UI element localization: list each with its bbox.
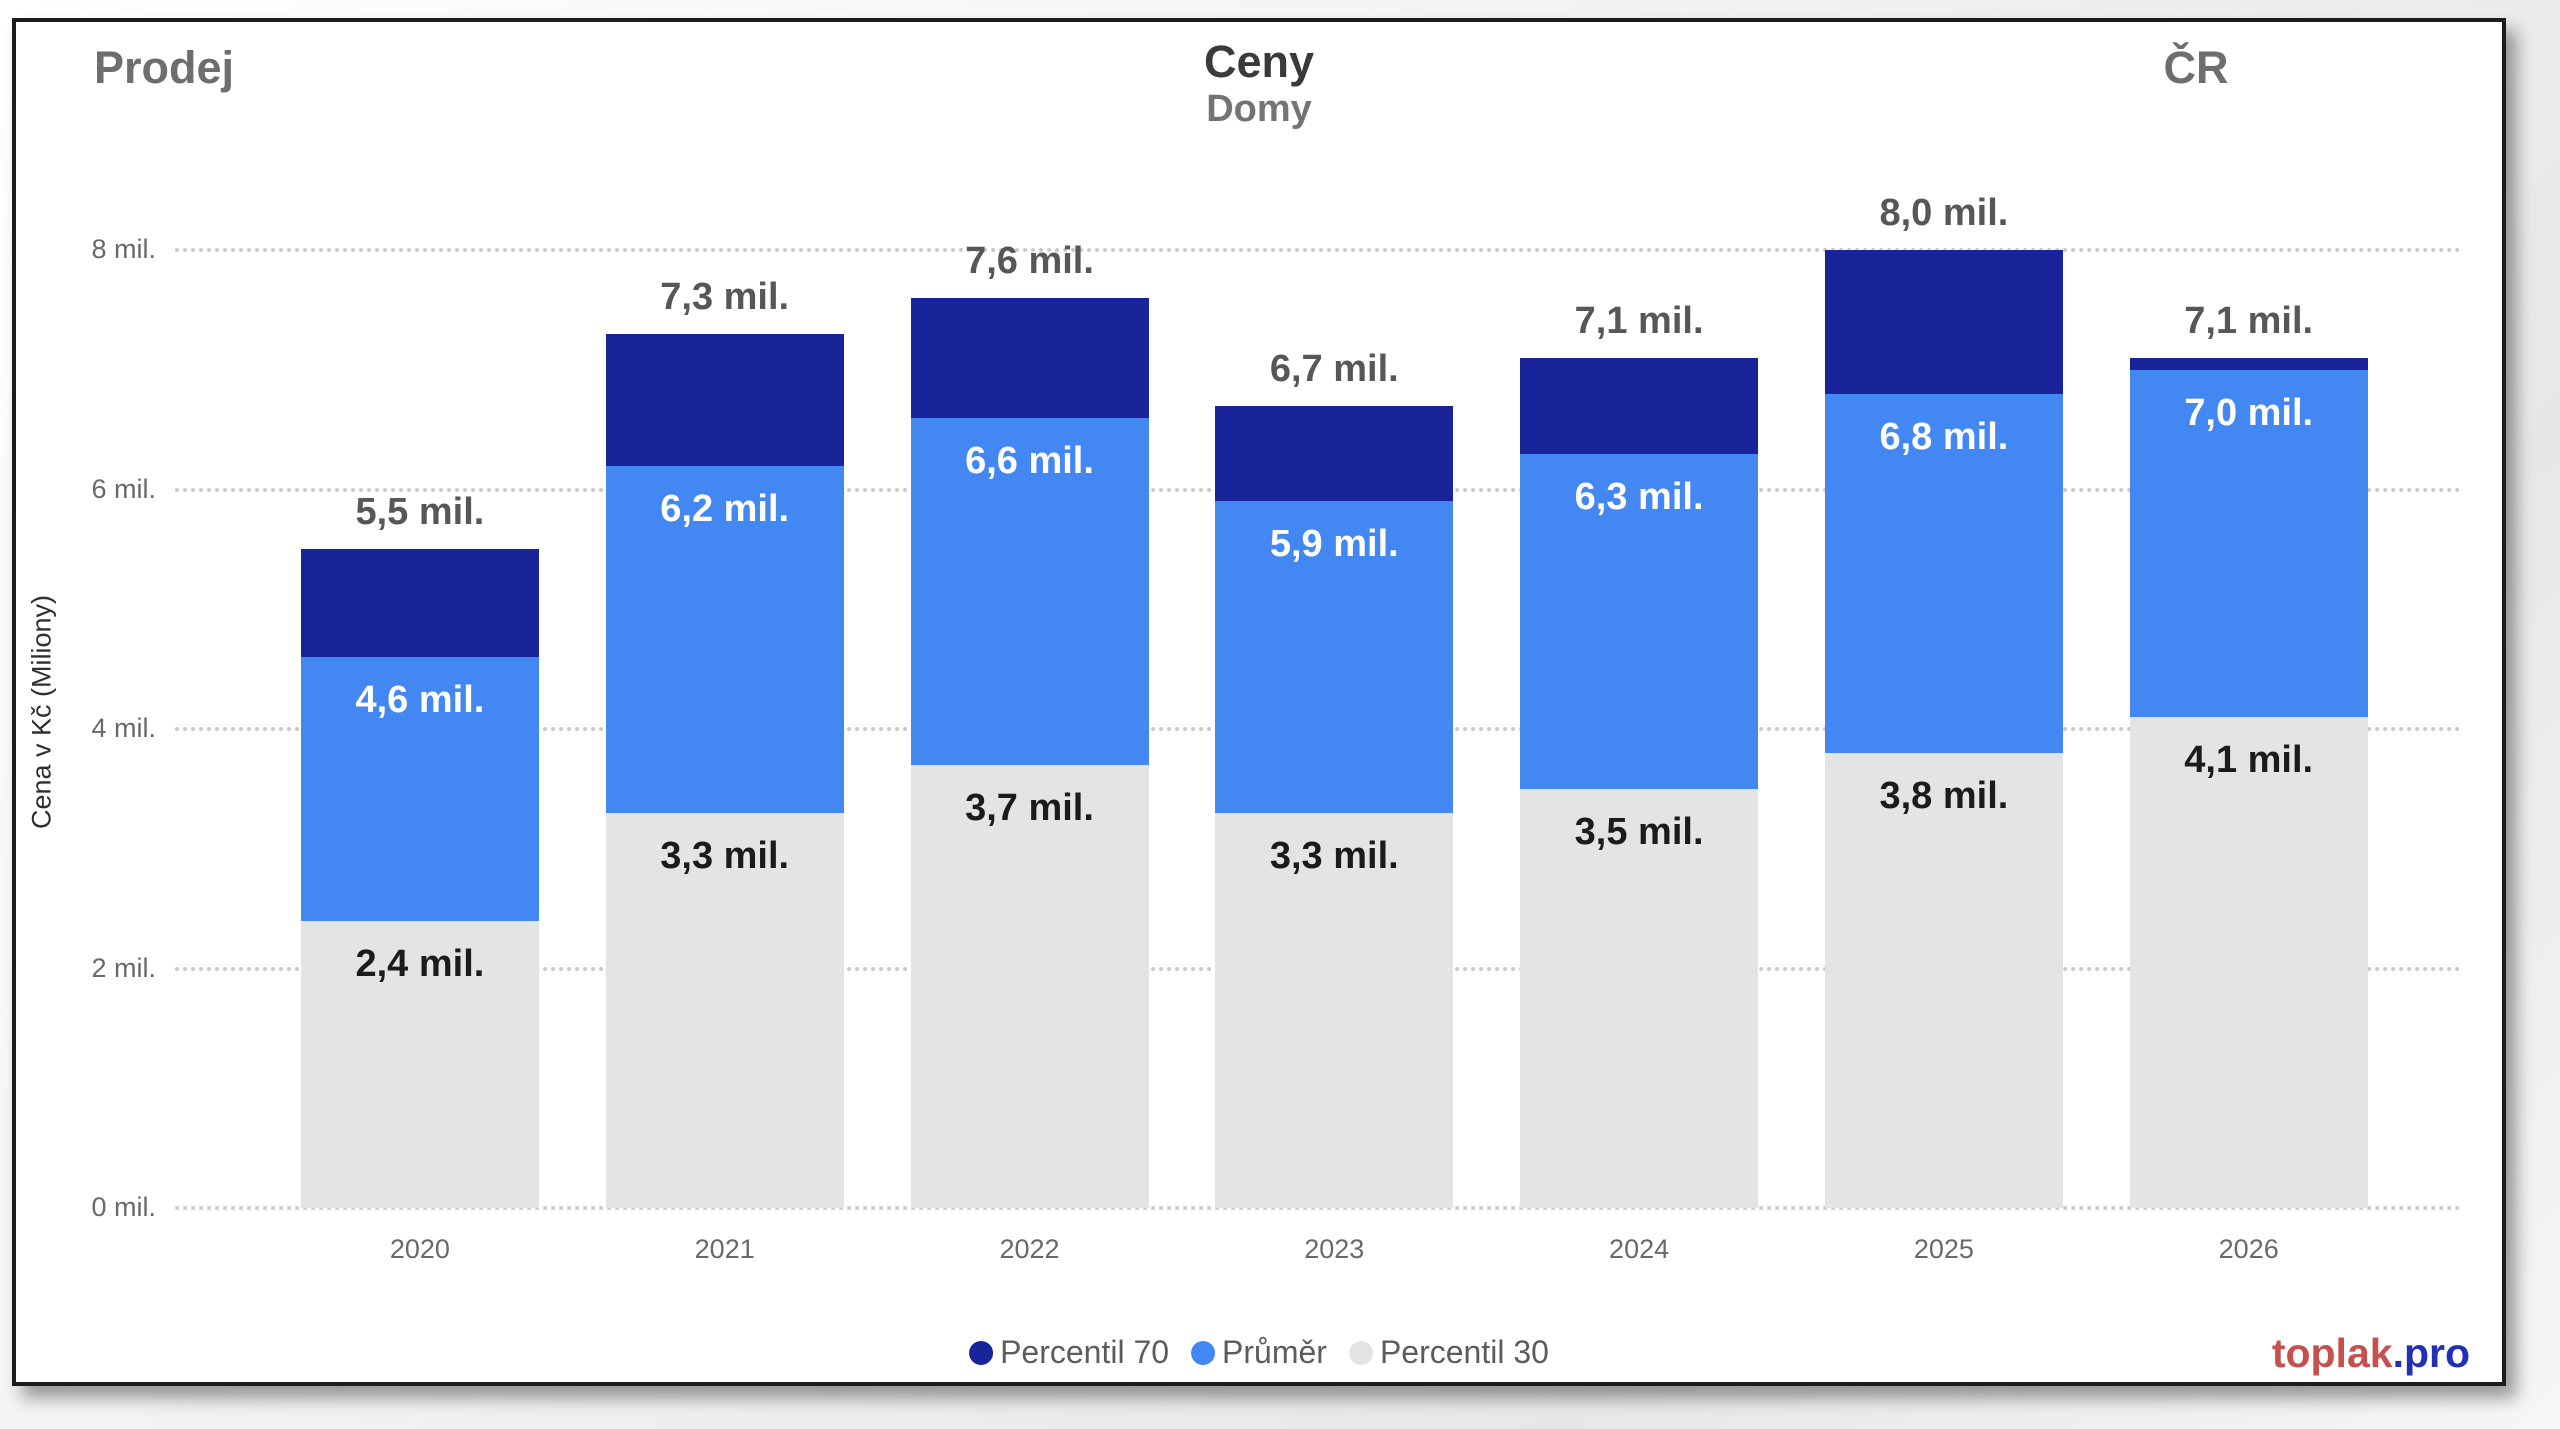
value-label-pr-m-r: 7,0 mil. xyxy=(2184,391,2314,434)
value-label-pr-m-r: 6,2 mil. xyxy=(660,487,790,530)
legend-label: Percentil 30 xyxy=(1379,1334,1549,1370)
x-tick-label-2022: 2022 xyxy=(999,1234,1060,1264)
legend-item-percentil-70[interactable]: Percentil 70 xyxy=(969,1334,1169,1371)
brand-secondary: .pro xyxy=(2392,1330,2470,1376)
y-tick-label: 0 mil. xyxy=(91,1192,156,1222)
legend-item-pr-m-r[interactable]: Průměr xyxy=(1191,1334,1327,1371)
bar-segment-percentil-30-2022[interactable] xyxy=(910,764,1149,1208)
legend-marker-icon xyxy=(969,1340,994,1365)
gridline-0-mil xyxy=(175,1206,2462,1210)
value-label-percentil-70: 6,7 mil. xyxy=(1269,347,1399,390)
y-tick-label: 8 mil. xyxy=(91,234,156,264)
value-label-percentil-30: 3,3 mil. xyxy=(660,834,790,877)
bar-segment-percentil-30-2026[interactable] xyxy=(2129,717,2368,1208)
legend-item-percentil-30[interactable]: Percentil 30 xyxy=(1348,1334,1549,1371)
value-label-percentil-70: 8,0 mil. xyxy=(1879,192,2009,234)
legend-marker-icon xyxy=(1348,1340,1373,1365)
chart-subtitle: Domy xyxy=(1206,88,1312,130)
x-tick-label-2021: 2021 xyxy=(694,1234,755,1264)
value-label-pr-m-r: 6,8 mil. xyxy=(1879,415,2009,458)
x-tick-label-2026: 2026 xyxy=(2218,1234,2279,1264)
x-tick-label-2024: 2024 xyxy=(1609,1234,1670,1264)
value-label-percentil-70: 7,3 mil. xyxy=(660,275,790,318)
context-label-right: ČR xyxy=(2163,42,2229,93)
value-label-percentil-70: 5,5 mil. xyxy=(355,491,485,534)
y-tick-label: 4 mil. xyxy=(91,713,156,743)
plot-area: 0 mil. 2 mil. 4 mil. 6 mil. 8 mil. 5,5 mil. 4,… xyxy=(16,22,2502,1382)
value-label-pr-m-r: 6,6 mil. xyxy=(965,439,1094,482)
bar-segment-percentil-30-2020[interactable] xyxy=(300,920,539,1208)
y-tick-label: 2 mil. xyxy=(91,952,156,983)
legend-label: Průměr xyxy=(1222,1334,1327,1370)
legend-marker-icon xyxy=(1191,1340,1216,1365)
legend-label: Percentil 70 xyxy=(1000,1334,1170,1370)
bar-segment-percentil-30-2025[interactable] xyxy=(1824,752,2063,1208)
value-label-percentil-70: 7,1 mil. xyxy=(1574,299,1704,342)
y-tick-label: 6 mil. xyxy=(91,473,156,504)
legend: Percentil 70 Průměr Percentil 30 xyxy=(969,1334,1549,1371)
x-tick-label-2025: 2025 xyxy=(1913,1234,1974,1264)
value-label-percentil-70: 7,6 mil. xyxy=(965,239,1094,282)
value-label-pr-m-r: 4,6 mil. xyxy=(355,679,485,722)
brand-primary: toplak xyxy=(2271,1330,2393,1376)
gridline-8-mil xyxy=(175,248,2462,252)
value-label-percentil-30: 3,8 mil. xyxy=(1879,774,2009,817)
brand-logo[interactable]: toplak.pro xyxy=(2272,1330,2470,1377)
value-label-pr-m-r: 6,3 mil. xyxy=(1574,475,1704,518)
value-label-pr-m-r: 5,9 mil. xyxy=(1269,523,1399,566)
value-label-percentil-30: 3,5 mil. xyxy=(1574,810,1704,853)
chart-title: Ceny xyxy=(1203,36,1315,87)
x-tick-label-2020: 2020 xyxy=(389,1234,450,1264)
bar-segment-percentil-30-2024[interactable] xyxy=(1520,788,1759,1208)
x-tick-label-2023: 2023 xyxy=(1304,1234,1365,1264)
value-label-percentil-30: 3,3 mil. xyxy=(1269,834,1399,877)
bar-segment-percentil-30-2021[interactable] xyxy=(605,812,844,1208)
chart-panel: Prodej Ceny Domy ČR Cena v Kč (Miliony) … xyxy=(12,18,2506,1386)
value-label-percentil-30: 4,1 mil. xyxy=(2184,739,2314,782)
context-label-left: Prodej xyxy=(94,42,235,93)
value-label-percentil-70: 7,1 mil. xyxy=(2184,299,2314,342)
value-label-percentil-30: 3,7 mil. xyxy=(965,786,1094,829)
bar-segment-percentil-30-2023[interactable] xyxy=(1215,812,1454,1208)
value-label-percentil-30: 2,4 mil. xyxy=(355,942,485,985)
